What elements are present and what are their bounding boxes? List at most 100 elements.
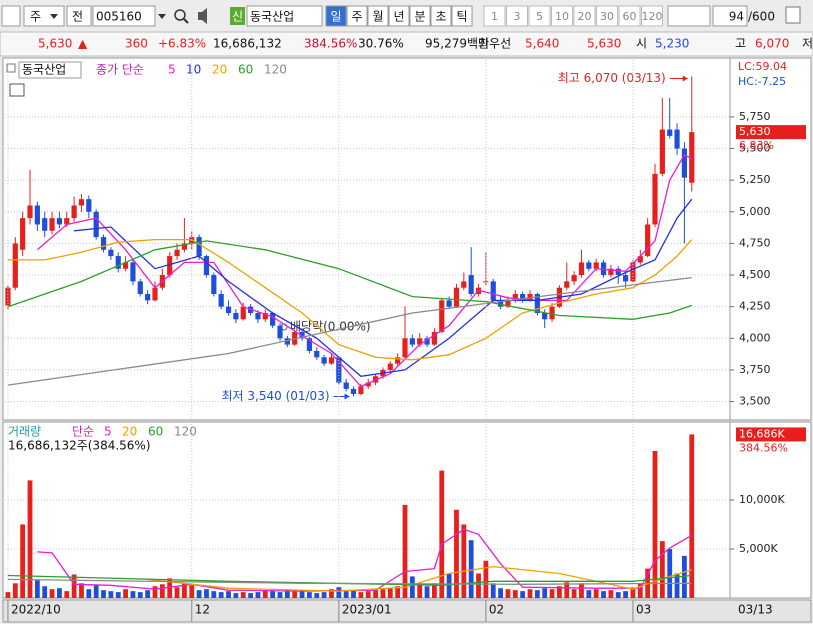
code-dropdown[interactable] [158, 14, 166, 19]
date-axis [2, 599, 812, 623]
candle-body [578, 262, 585, 276]
interval-button[interactable] [641, 5, 663, 27]
candle-body [255, 313, 261, 320]
interval-button[interactable] [506, 5, 528, 27]
period-button[interactable] [430, 5, 452, 27]
badge: 신 [232, 10, 243, 24]
candle-body [71, 205, 77, 219]
period-button[interactable] [325, 5, 347, 27]
y-tick-label: 5,750 [739, 110, 771, 123]
volume-bar [64, 591, 70, 598]
volume-bar [417, 583, 423, 598]
volume-bar [299, 590, 305, 598]
moving-average [74, 198, 693, 377]
y-tick-label: 3,750 [739, 363, 771, 376]
count-input[interactable] [712, 5, 748, 27]
candle-body [49, 218, 55, 231]
interval-button[interactable] [551, 5, 573, 27]
volume-bar [439, 470, 445, 598]
candle-body [137, 281, 143, 295]
quote-bar [0, 31, 813, 57]
volume-bar [343, 591, 349, 598]
interval-button[interactable] [528, 5, 551, 27]
candle-body [689, 132, 695, 183]
code-input[interactable] [92, 5, 156, 27]
y-tick-label: 10,000K [739, 493, 785, 506]
candle-body [446, 300, 452, 307]
x-tick-label: 2022/10 [11, 603, 61, 617]
volume-bar [57, 588, 62, 598]
period-button[interactable] [346, 5, 368, 27]
high: 6,070 [755, 37, 789, 51]
last-change: 6.83% [739, 139, 774, 152]
price-panel [2, 57, 731, 421]
layout-icon[interactable] [1, 5, 21, 27]
period-button[interactable] [451, 5, 473, 27]
volume-bar [623, 591, 628, 598]
volume-bar [145, 590, 151, 598]
period-button[interactable] [367, 5, 389, 27]
interval-button[interactable] [483, 5, 506, 27]
low-label: 저 [802, 37, 813, 51]
legend-entry: 60 [238, 63, 253, 77]
volume-bar [108, 591, 114, 598]
candle-body [350, 388, 357, 394]
market-select[interactable] [23, 5, 65, 27]
candle-body [358, 386, 364, 394]
turnover: 30.76% [358, 37, 404, 51]
volume-bar [49, 589, 55, 598]
candle-body [306, 338, 313, 351]
period-label: 주 [351, 10, 362, 24]
y-tick-label: 4,000 [739, 331, 771, 344]
volume-bar [71, 574, 77, 598]
volume-bar [593, 589, 599, 598]
candle-body [56, 218, 63, 225]
moving-average [7, 578, 692, 585]
x-tick-label: 2023/01 [342, 603, 392, 617]
volume-bar [432, 583, 437, 598]
candle-body [122, 262, 129, 269]
volume-bar [630, 588, 636, 598]
interval-label: 1 [491, 10, 498, 23]
y-tick-label: 3,500 [739, 395, 771, 408]
interval-button[interactable] [618, 5, 641, 27]
candle-body [218, 294, 224, 307]
legend-entry: 20 [212, 63, 227, 77]
candle-body [512, 294, 518, 301]
volume-bar [255, 592, 261, 598]
bid: 5,630 [587, 37, 621, 51]
volume-bar [483, 560, 489, 598]
search-icon[interactable] [174, 9, 186, 21]
volume-bar [446, 573, 452, 598]
period-button[interactable] [409, 5, 431, 27]
period-label: 년 [393, 10, 404, 24]
table-icon[interactable] [9, 83, 25, 97]
best-label: 최우선 [478, 37, 511, 51]
interval-button[interactable] [573, 5, 596, 27]
volume-bar [652, 450, 658, 598]
volume-bar [12, 583, 18, 598]
volume-bar [520, 591, 526, 598]
title-box[interactable] [18, 61, 82, 79]
vol-ratio: 384.56% [304, 37, 357, 51]
volume-bar [579, 583, 584, 598]
dividend-label: 배당락(0.00%) [290, 320, 371, 334]
period-label: 일 [330, 10, 341, 24]
candle-body [328, 357, 335, 364]
candle-body [615, 268, 621, 276]
volume-bar [196, 590, 202, 598]
interval-button[interactable] [596, 5, 618, 27]
candle-body [314, 350, 320, 358]
volume-bar [571, 589, 577, 598]
range-button[interactable] [66, 5, 92, 27]
settings-icon[interactable] [785, 6, 801, 24]
candle-body [593, 262, 599, 269]
sound-icon[interactable] [198, 8, 207, 24]
volume-bar [240, 592, 246, 598]
candle-body [225, 306, 232, 314]
volume-bar [461, 524, 467, 598]
period-button[interactable] [388, 5, 410, 27]
legend-entry: 5 [104, 425, 112, 439]
candle-body [549, 306, 555, 320]
moving-average [147, 565, 692, 592]
